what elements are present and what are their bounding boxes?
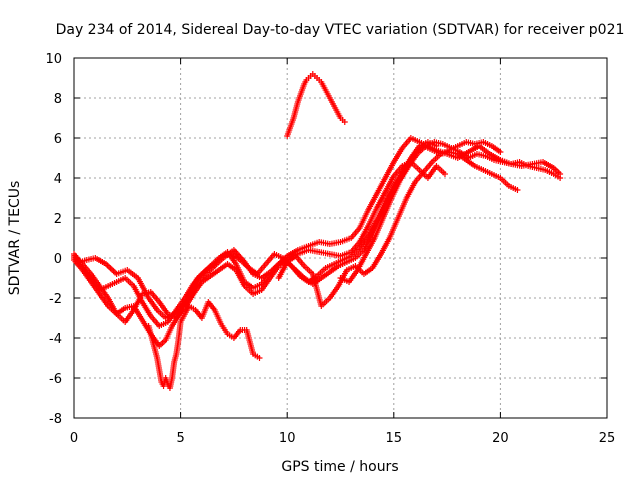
chart-title: Day 234 of 2014, Sidereal Day-to-day VTE…: [56, 22, 625, 38]
data-point: [514, 187, 521, 193]
x-tick-label: 20: [492, 431, 509, 446]
x-axis-label: GPS time / hours: [281, 459, 398, 475]
y-tick-label: -4: [49, 332, 62, 347]
data-point: [441, 171, 448, 177]
series-track-2: [71, 159, 448, 329]
series-track-6: [284, 71, 348, 139]
y-tick-label: 6: [54, 132, 62, 147]
y-tick-label: 4: [54, 172, 62, 187]
data-point: [557, 175, 564, 181]
y-tick-label: -8: [49, 412, 62, 427]
y-tick-label: 10: [45, 52, 62, 67]
y-tick-label: 2: [54, 212, 62, 227]
x-tick-label: 25: [599, 431, 616, 446]
y-tick-label: 8: [54, 92, 62, 107]
grid: [74, 58, 607, 418]
series-track-7: [275, 139, 504, 309]
y-tick-label: -2: [49, 292, 62, 307]
data-point: [256, 355, 263, 361]
series-track-5: [145, 299, 263, 391]
data-point: [341, 119, 348, 125]
series-track-8: [337, 139, 564, 285]
data-points: [71, 71, 564, 391]
data-point: [497, 149, 504, 155]
x-tick-label: 0: [70, 431, 78, 446]
x-tick-label: 15: [386, 431, 403, 446]
y-tick-label: 0: [54, 252, 62, 267]
x-tick-label: 5: [176, 431, 184, 446]
series-track-4: [71, 139, 440, 349]
y-axis-label: SDTVAR / TECUs: [7, 181, 23, 296]
x-tick-label: 10: [279, 431, 296, 446]
y-tick-label: -6: [49, 372, 62, 387]
ticks: 0 5 10 15 20 25 -8 -6 -4 -2 0 2 4 6 8 10: [45, 52, 615, 446]
plot-frame: [73, 57, 608, 419]
